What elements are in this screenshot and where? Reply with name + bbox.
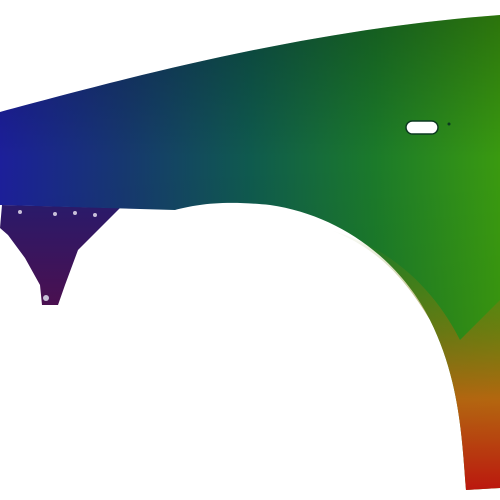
marker-pin xyxy=(447,122,451,126)
mounting-bracket xyxy=(0,205,120,305)
panel-shading xyxy=(0,15,500,490)
marker-slot xyxy=(405,120,439,135)
bracket-holes xyxy=(18,210,97,301)
